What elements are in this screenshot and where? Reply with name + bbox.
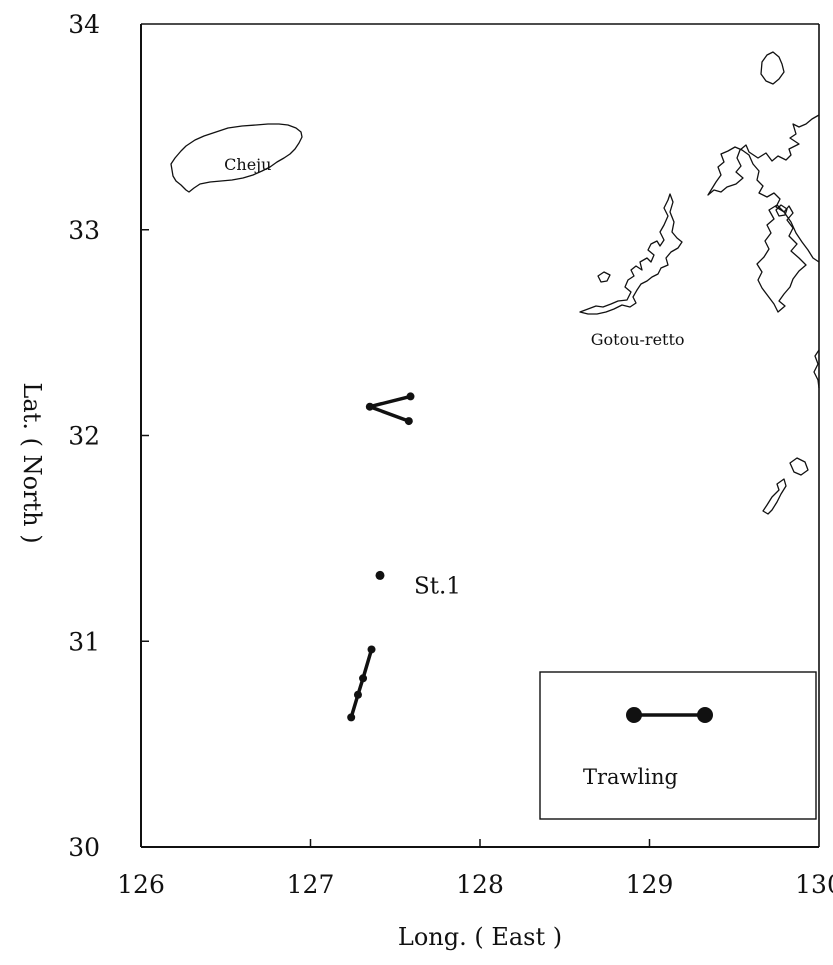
- iki-island-outline: [760, 51, 785, 85]
- trawling-point: [359, 674, 368, 683]
- x-tick-label: 127: [287, 870, 335, 899]
- hirado-islet-outline: [775, 204, 788, 217]
- legend-label: Trawling: [583, 765, 678, 789]
- x-tick-label: 130: [795, 870, 833, 899]
- map-labels: Cheju Gotou-retto St.1: [224, 155, 684, 599]
- trawling-track-line: [349, 648, 374, 718]
- trawling-track-line: [368, 394, 411, 423]
- legend: Trawling: [539, 671, 817, 820]
- gotou-islet-outline: [597, 271, 611, 283]
- coastlines: [170, 51, 820, 679]
- x-tick-label: 128: [456, 870, 504, 899]
- koshiki-islands-outline: [762, 457, 809, 515]
- axis-ticks: 126 127 128 129 130 30 31 32 33 34 Long. ( East ) L…: [18, 10, 833, 951]
- trawling-point: [367, 645, 376, 654]
- trawling-point: [353, 690, 362, 699]
- gotou-retto-outline: [579, 193, 683, 315]
- x-tick-label: 126: [117, 870, 165, 899]
- y-tick-label: 31: [68, 627, 100, 656]
- kyushu-coast-outline: [707, 114, 820, 313]
- trawling-point: [365, 402, 374, 411]
- place-label: Gotou-retto: [591, 330, 685, 349]
- x-axis-title: Long. ( East ): [398, 923, 562, 951]
- y-tick-label: 30: [68, 833, 100, 862]
- legend-start-dot: [626, 707, 642, 723]
- y-axis-title: Lat. ( North ): [18, 382, 46, 543]
- cheju-island-outline: [170, 123, 303, 193]
- station-label: St.1: [414, 573, 461, 599]
- legend-end-dot: [697, 707, 713, 723]
- station-dot: [375, 570, 385, 580]
- legend-box: [539, 671, 817, 820]
- x-tick-label: 129: [626, 870, 674, 899]
- place-label: Cheju: [224, 155, 271, 174]
- kyushu-west-edge-outline: [813, 349, 820, 389]
- trawling-tracks: [347, 392, 415, 722]
- trawling-point: [347, 713, 356, 722]
- y-tick-label: 34: [68, 10, 100, 39]
- trawling-point: [406, 392, 415, 401]
- y-tick-label: 33: [68, 216, 100, 245]
- trawling-point: [404, 417, 413, 426]
- y-tick-label: 32: [68, 422, 100, 451]
